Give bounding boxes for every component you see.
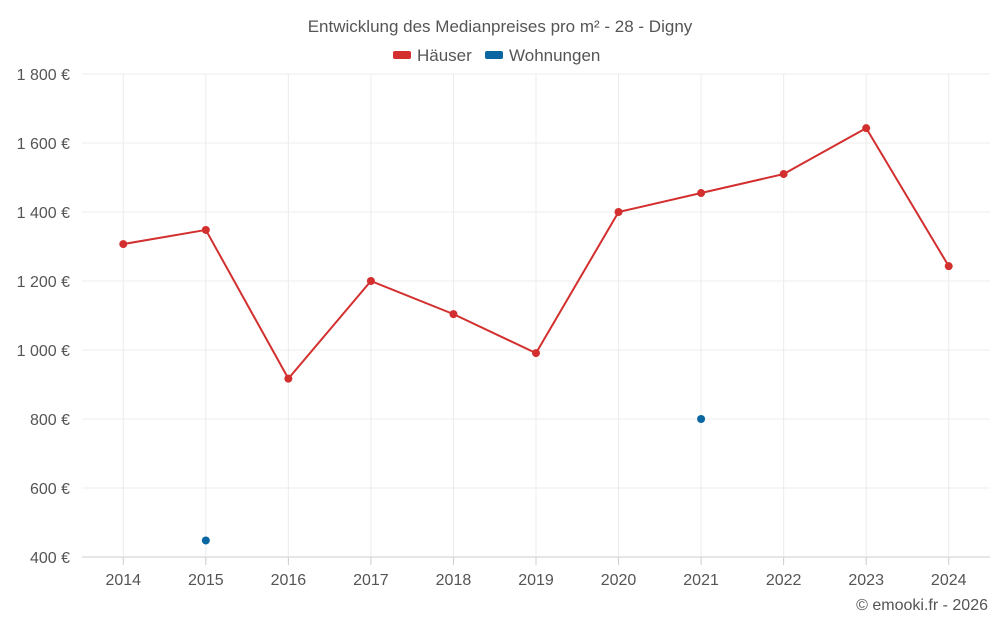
data-point-haeuser[interactable] [614, 208, 623, 216]
x-tick-label: 2017 [353, 572, 389, 589]
data-point-haeuser[interactable] [944, 262, 953, 271]
data-point-haeuser[interactable] [532, 349, 540, 358]
data-point-haeuser[interactable] [366, 277, 375, 285]
data-point-haeuser[interactable] [201, 225, 210, 234]
data-point-haeuser[interactable] [779, 170, 788, 179]
data-point-haeuser[interactable] [697, 189, 706, 198]
x-tick-label: 2018 [436, 572, 472, 589]
y-tick-label: 1 000 € [17, 343, 70, 360]
x-tick-label: 2021 [683, 572, 719, 589]
x-tick-label: 2014 [105, 572, 141, 589]
x-tick-label: 2016 [271, 572, 307, 589]
legend: Häuser Wohnungen [393, 46, 600, 65]
x-tick-label: 2022 [766, 572, 802, 589]
data-point-wohnungen[interactable] [201, 536, 210, 545]
data-point-haeuser[interactable] [284, 374, 293, 383]
y-tick-label: 600 € [30, 481, 70, 498]
y-tick-label: 1 200 € [17, 274, 70, 291]
x-tick-label: 2023 [848, 572, 884, 589]
chart-title: Entwicklung des Medianpreises pro m² - 2… [308, 17, 693, 36]
y-axis: 400 € 600 € 800 € 1 000 € 1 200 € 1 400 € 1 60… [17, 67, 70, 567]
x-axis: 2014 2015 2016 2017 2018 2019 2020 2021 2022 2023… [105, 557, 967, 589]
x-tick-label: 2019 [518, 572, 554, 589]
credit-text: © emooki.fr - 2026 [856, 597, 988, 614]
x-tick-label: 2020 [601, 572, 637, 589]
legend-swatch-haeuser[interactable] [393, 51, 411, 59]
grid [82, 73, 990, 558]
y-tick-label: 1 400 € [17, 205, 70, 222]
data-point-haeuser[interactable] [449, 310, 458, 319]
legend-swatch-wohnungen[interactable] [485, 51, 503, 59]
legend-label-wohnungen[interactable]: Wohnungen [509, 46, 600, 65]
legend-label-haeuser[interactable]: Häuser [417, 46, 472, 65]
data-point-wohnungen[interactable] [697, 415, 706, 423]
y-tick-label: 1 800 € [17, 67, 70, 84]
data-point-haeuser[interactable] [119, 240, 128, 249]
series-layer [119, 124, 953, 545]
y-tick-label: 400 € [30, 550, 70, 567]
data-point-haeuser[interactable] [862, 124, 871, 133]
x-tick-label: 2024 [931, 572, 967, 589]
x-tick-label: 2015 [188, 572, 224, 589]
y-tick-label: 800 € [30, 412, 70, 429]
y-tick-label: 1 600 € [17, 136, 70, 153]
